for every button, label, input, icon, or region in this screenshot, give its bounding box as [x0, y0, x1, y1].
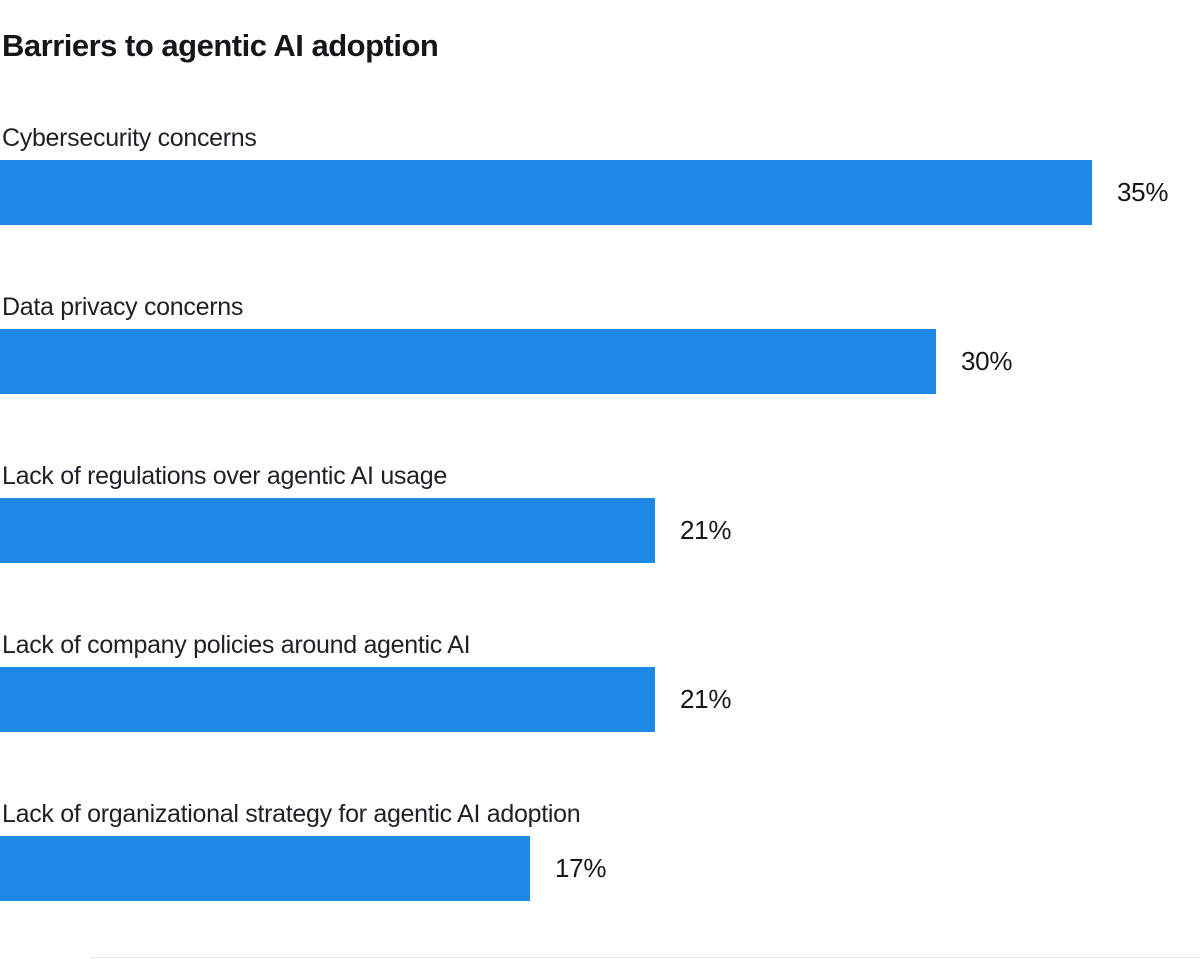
- chart-row: Data privacy concerns 30%: [0, 294, 1200, 394]
- bar-category-label: Lack of organizational strategy for agen…: [2, 800, 581, 828]
- bar-lack-of-regulations: [0, 498, 655, 563]
- chart-row: Lack of regulations over agentic AI usag…: [0, 463, 1200, 563]
- bar-line: 35%: [0, 160, 1200, 225]
- bar-value-label: 21%: [680, 684, 732, 714]
- bar-lack-of-company-policies: [0, 667, 655, 732]
- bar-line: 21%: [0, 667, 1200, 732]
- bar-value-label: 17%: [555, 853, 607, 883]
- bar-category-label: Lack of company policies around agentic …: [2, 631, 471, 659]
- bar-value-label: 30%: [961, 346, 1013, 376]
- bar-category-label: Data privacy concerns: [2, 293, 244, 321]
- chart-row: Lack of organizational strategy for agen…: [0, 801, 1200, 901]
- chart-row: Lack of company policies around agentic …: [0, 632, 1200, 732]
- bar-line: 30%: [0, 329, 1200, 394]
- bar-line: 21%: [0, 498, 1200, 563]
- bar-value-label: 35%: [1117, 177, 1169, 207]
- chart-row: Cybersecurity concerns 35%: [0, 125, 1200, 225]
- bar-line: 17%: [0, 836, 1200, 901]
- bar-category-label: Cybersecurity concerns: [2, 124, 257, 152]
- bar-cybersecurity-concerns: [0, 160, 1092, 225]
- bottom-divider: [90, 957, 1200, 958]
- bar-value-label: 21%: [680, 515, 732, 545]
- chart-title: Barriers to agentic AI adoption: [2, 28, 439, 63]
- bar-data-privacy-concerns: [0, 329, 936, 394]
- bar-lack-of-organizational-strategy: [0, 836, 530, 901]
- chart-rows: Cybersecurity concerns 35% Data privacy …: [0, 125, 1200, 901]
- bar-category-label: Lack of regulations over agentic AI usag…: [2, 462, 447, 490]
